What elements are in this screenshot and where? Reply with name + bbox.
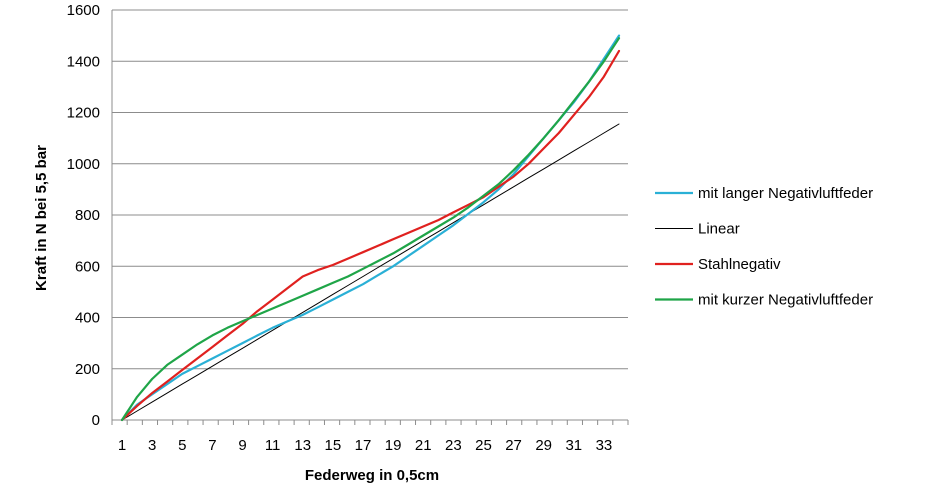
series-lines (120, 34, 621, 422)
y-tick-labels: 0 200 400 600 800 1000 1200 1400 1600 (67, 2, 100, 429)
y-tick-label: 1000 (67, 156, 100, 173)
x-tick-labels: 1 3 5 7 9 11 13 15 17 19 21 23 25 27 29 31 33 (118, 437, 612, 454)
x-tick-label: 9 (238, 437, 246, 454)
axes (111, 10, 629, 425)
x-tick-label: 29 (535, 437, 552, 454)
legend-label: mit kurzer Negativluftfeder (698, 292, 873, 309)
legend-label: Linear (698, 221, 740, 238)
y-tick-label: 0 (92, 412, 100, 429)
x-tick-label: 27 (505, 437, 522, 454)
x-tick-label: 19 (385, 437, 402, 454)
y-tick-label: 200 (75, 361, 100, 378)
legend: mit langer Negativluftfeder Linear Stahlne… (655, 185, 873, 309)
legend-label: mit langer Negativluftfeder (698, 185, 873, 202)
x-tick-label: 15 (325, 437, 342, 454)
x-tick-label: 33 (596, 437, 613, 454)
series-line-linear (121, 123, 620, 421)
x-tick-label: 11 (265, 437, 281, 454)
series-line-mit-kurzer-negativluftfeder (120, 37, 621, 422)
x-tick-label: 7 (208, 437, 216, 454)
x-tick-label: 31 (565, 437, 582, 454)
series-line-stahlnegativ (120, 49, 621, 422)
y-axis-title: Kraft in N bei 5,5 bar (33, 145, 50, 291)
y-tick-label: 1600 (67, 2, 100, 19)
y-tick-label: 1400 (67, 53, 100, 70)
y-tick-label: 1200 (67, 105, 100, 122)
legend-label: Stahlnegativ (698, 256, 781, 273)
x-tick-label: 25 (475, 437, 492, 454)
series-line-mit-langer-negativluftfeder (120, 34, 621, 422)
x-tick-label: 13 (294, 437, 311, 454)
y-tick-label: 800 (75, 207, 100, 224)
x-tick-label: 21 (415, 437, 432, 454)
x-axis-title: Federweg in 0,5cm (305, 467, 439, 484)
x-tick-label: 3 (148, 437, 156, 454)
x-tick-label: 5 (178, 437, 186, 454)
gridlines (112, 9, 628, 370)
x-tick-label: 17 (355, 437, 372, 454)
y-tick-label: 400 (75, 310, 100, 327)
x-tick-label: 23 (445, 437, 462, 454)
x-tick-label: 1 (118, 437, 126, 454)
y-tick-label: 600 (75, 258, 100, 275)
